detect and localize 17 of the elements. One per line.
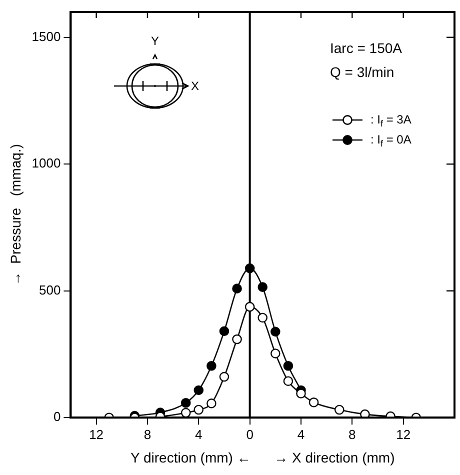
x-tick-label: 12 bbox=[396, 426, 411, 442]
y-tick-label: 0 bbox=[53, 409, 61, 424]
annotation: Y bbox=[151, 34, 160, 48]
y-tick-label: 1000 bbox=[32, 156, 61, 171]
y-tick-label: 1500 bbox=[32, 28, 61, 44]
x-tick-label: 8 bbox=[144, 426, 152, 442]
y-tick-label: 500 bbox=[39, 282, 61, 298]
x-tick-label: 4 bbox=[195, 426, 202, 442]
x-tick-label: 0 bbox=[246, 426, 254, 442]
annotation: Q = 3l/min bbox=[330, 64, 394, 80]
x-tick-label: 8 bbox=[348, 426, 356, 442]
annotation: X bbox=[191, 79, 200, 93]
x-tick-label: 12 bbox=[89, 426, 104, 442]
y-axis-title: → Pressure (mmaq.) bbox=[7, 144, 24, 286]
x-tick-label: 4 bbox=[297, 426, 305, 442]
x-axis-title: Y direction (mm) ← → X direction (mm) bbox=[130, 449, 395, 466]
annotation: Iarc = 150A bbox=[330, 40, 402, 56]
